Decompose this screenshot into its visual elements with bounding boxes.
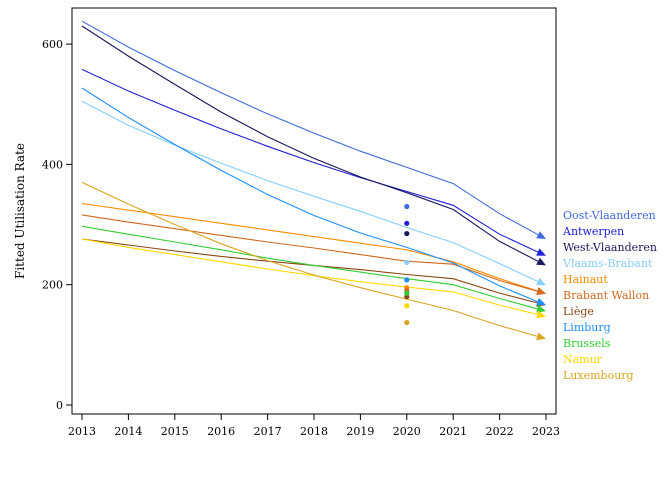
legend-label: Limburg	[563, 321, 611, 334]
x-tick-label: 2013	[68, 425, 96, 438]
observed-point-2020	[404, 319, 410, 326]
observed-point-2020	[404, 230, 410, 237]
series-end-arrow	[536, 332, 546, 341]
x-tick-label: 2017	[254, 425, 282, 438]
series-end-arrow	[536, 277, 546, 286]
x-tick-label: 2021	[439, 425, 467, 438]
observed-point-2020	[404, 220, 410, 226]
x-tick-label: 2023	[532, 425, 560, 438]
observed-point-2020	[404, 259, 410, 266]
series-line	[81, 238, 538, 315]
series-end-arrow	[536, 304, 546, 313]
legend-label: Vlaams-Brabant	[562, 257, 653, 270]
x-tick-label: 2016	[207, 425, 235, 438]
series-line	[81, 20, 539, 236]
points-layer	[404, 203, 410, 326]
x-axis: 2013 2014 2015 2016 2017 2018 2019 2020 2021 2022…	[68, 414, 560, 438]
series-line	[81, 68, 539, 253]
series-end-arrow	[536, 248, 546, 256]
legend-label: Brabant Wallon	[563, 289, 649, 302]
observed-point-2020	[404, 290, 410, 296]
x-tick-label: 2019	[346, 425, 374, 438]
x-tick-label: 2018	[300, 425, 328, 438]
y-tick-label: 200	[42, 279, 63, 292]
legend-label: Liège	[563, 305, 594, 318]
series-end-arrow	[536, 298, 546, 306]
series-line	[81, 202, 538, 292]
y-tick-label: 0	[56, 399, 63, 412]
observed-point-2020	[404, 203, 410, 210]
x-tick-label: 2014	[114, 425, 142, 438]
series-end-arrow	[536, 287, 546, 296]
series-line	[81, 87, 538, 303]
y-axis-title: Fitted Utilisation Rate	[13, 143, 27, 279]
series-line	[81, 225, 538, 310]
series-end-arrow	[536, 310, 546, 319]
observed-point-2020	[404, 294, 410, 300]
x-tick-label: 2022	[486, 425, 514, 438]
series-line	[81, 25, 539, 262]
series-line	[81, 181, 538, 337]
legend-label: Oost-Vlaanderen	[563, 209, 656, 222]
y-tick-label: 400	[42, 158, 63, 171]
x-tick-label: 2020	[393, 425, 421, 438]
legend-label: West-Vlaanderen	[563, 241, 657, 254]
series-end-arrow	[536, 257, 546, 266]
series-end-arrow	[536, 231, 546, 239]
legend-label: Brussels	[563, 337, 611, 350]
series-line	[81, 100, 539, 282]
observed-point-2020	[404, 303, 410, 309]
legend-label: Hainaut	[563, 273, 608, 286]
legend-label: Namur	[563, 353, 603, 366]
series-layer	[81, 20, 546, 341]
legend: Oost-Vlaanderen Antwerpen West-Vlaanderen V…	[562, 209, 657, 382]
observed-point-2020	[404, 277, 410, 283]
y-tick-label: 600	[42, 38, 63, 51]
legend-label: Luxembourg	[563, 369, 634, 382]
x-tick-label: 2015	[161, 425, 189, 438]
legend-label: Antwerpen	[562, 225, 624, 238]
series-line	[81, 214, 538, 292]
y-axis: 0 200 400 600	[42, 38, 72, 412]
